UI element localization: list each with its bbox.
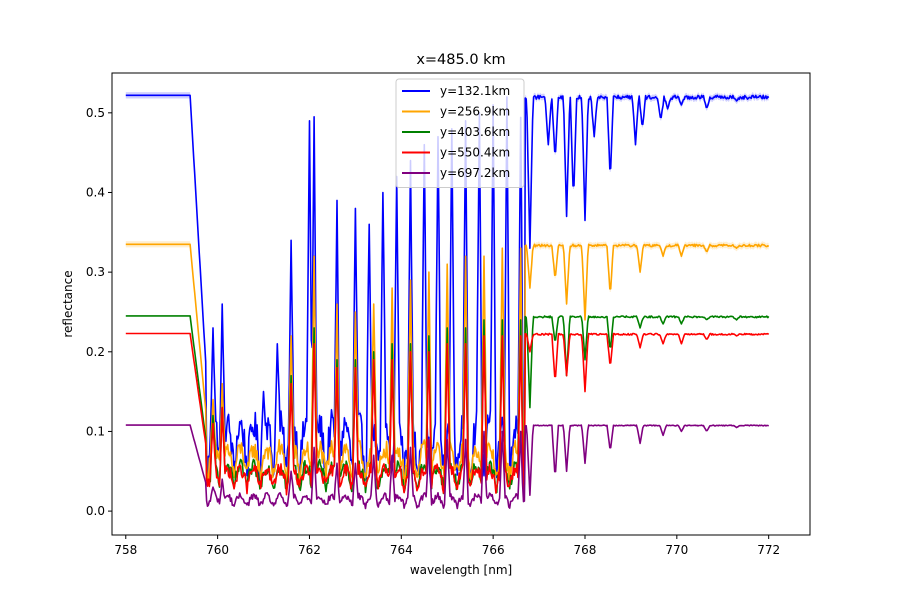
y-axis-label: reflectance: [61, 270, 75, 337]
series-line: [125, 243, 770, 487]
y-tick-label: 0.0: [86, 504, 105, 518]
legend-label: y=256.9km: [440, 105, 510, 119]
legend-label: y=697.2km: [440, 166, 510, 180]
x-tick-label: 764: [390, 543, 413, 557]
y-tick-label: 0.5: [86, 106, 105, 120]
x-tick-label: 762: [298, 543, 321, 557]
x-tick-label: 772: [757, 543, 780, 557]
legend-label: y=403.6km: [440, 125, 510, 139]
x-axis-label: wavelength [nm]: [410, 563, 512, 577]
legend-label: y=550.4km: [440, 146, 510, 160]
series-line: [125, 315, 770, 495]
y-tick-label: 0.2: [86, 345, 105, 359]
series-layer: [125, 92, 770, 510]
y-tick-label: 0.3: [86, 265, 105, 279]
x-tick-label: 766: [482, 543, 505, 557]
y-axis: 0.0 0.1 0.2 0.3 0.4 0.5: [86, 106, 112, 518]
x-tick-label: 760: [206, 543, 229, 557]
x-tick-label: 768: [574, 543, 597, 557]
series-line: [125, 424, 770, 510]
x-tick-label: 770: [665, 543, 688, 557]
y-tick-label: 0.1: [86, 424, 105, 438]
series-line: [125, 94, 770, 485]
plot-area-frame: [111, 72, 811, 536]
x-tick-label: 758: [114, 543, 137, 557]
x-axis: 758 760 762 764 766 768 770 772: [114, 535, 780, 557]
legend-box: [395, 78, 525, 188]
y-tick-label: 0.4: [86, 185, 105, 199]
legend: y=132.1km y=256.9km y=403.6km y=550.4km y=69…: [395, 78, 525, 188]
series-line: [125, 332, 770, 496]
chart-title: x=485.0 km: [416, 52, 505, 68]
legend-label: y=132.1km: [440, 84, 510, 98]
